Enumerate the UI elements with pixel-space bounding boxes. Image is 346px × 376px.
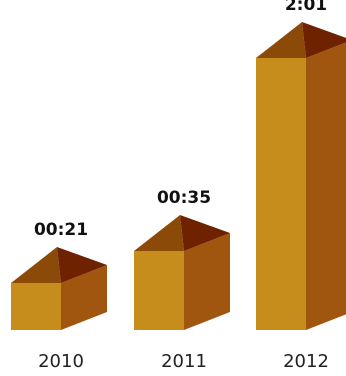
- data-label-2011: 00:35: [157, 188, 211, 208]
- x-tick-label-2010: 2010: [38, 351, 84, 372]
- data-label-2010: 00:21: [34, 220, 88, 240]
- bar-inner-back-2011: [180, 215, 230, 251]
- bar-front-2011: [134, 251, 184, 330]
- bar-side-2012: [306, 42, 346, 330]
- bar-side-2010: [61, 265, 107, 330]
- bar-front-2012: [256, 58, 306, 330]
- bar-inner-side-2012: [256, 22, 306, 58]
- bar-inner-back-2010: [57, 247, 107, 283]
- bar-inner-back-2012: [302, 22, 346, 58]
- bar-inner-side-2011: [134, 215, 184, 251]
- bar-front-2010: [11, 283, 61, 330]
- x-tick-label-2012: 2012: [283, 351, 329, 372]
- bar-side-2011: [184, 233, 230, 330]
- data-label-2012: 2:01: [285, 0, 327, 15]
- bar-inner-side-2010: [11, 247, 61, 283]
- x-tick-label-2011: 2011: [161, 351, 207, 372]
